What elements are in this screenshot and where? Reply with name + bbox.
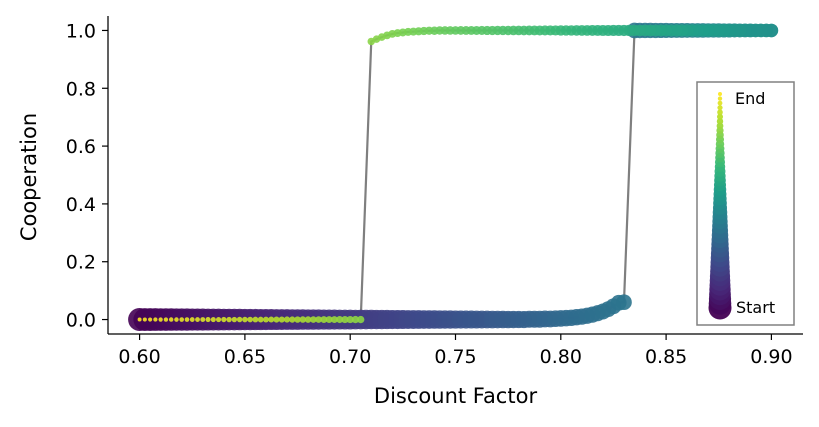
series-2-point (205, 317, 211, 323)
series-2-point (278, 316, 285, 323)
series-2-point (231, 316, 238, 323)
series-2-point (236, 316, 243, 323)
y-tick-label: 0.4 (66, 194, 96, 216)
legend-ramp-marker (717, 109, 723, 116)
legend-start-label: Start (736, 298, 775, 317)
series-2-point (341, 315, 349, 324)
y-tick-label: 1.0 (66, 20, 96, 42)
y-tick-label: 0.8 (66, 78, 96, 100)
series-2-point (315, 316, 322, 323)
series-2-point (221, 316, 227, 323)
series-2-point (195, 317, 200, 322)
legend-ramp (708, 92, 732, 320)
series-2-point (137, 317, 142, 322)
series-2-point (158, 317, 163, 322)
series-2-point (226, 316, 232, 323)
series-2-point (142, 317, 147, 322)
legend-end-label: End (735, 89, 765, 108)
series-2-point (210, 316, 216, 323)
series-2-point (189, 317, 195, 322)
series-2-point (252, 316, 259, 323)
data-marks (128, 22, 779, 332)
legend-ramp-marker (716, 113, 724, 120)
series-2-point (310, 316, 317, 323)
series-2-point (336, 316, 344, 324)
series-2-point (268, 316, 275, 323)
x-tick-label: 0.85 (645, 346, 687, 368)
series-2-point (184, 317, 190, 322)
series-2-point (247, 316, 253, 323)
x-ticks: 0.60 0.65 0.70 0.75 0.80 0.85 0.90 (118, 334, 793, 368)
series-2-point (242, 316, 248, 323)
series-2-point (163, 317, 169, 322)
series-2-point (330, 316, 338, 324)
series-2-point (215, 316, 222, 323)
y-ticks: 0.0 0.2 0.4 0.6 0.8 1.0 (66, 20, 108, 332)
y-tick-label: 0.6 (66, 136, 96, 158)
series-2-point (168, 317, 174, 322)
series-2-point (320, 316, 328, 323)
legend-ramp-marker (716, 118, 724, 125)
series-2-point (273, 316, 280, 323)
series-2-point (357, 315, 365, 324)
series-2-point (325, 316, 333, 323)
series-2-point (283, 316, 291, 323)
series-2-point (257, 316, 264, 323)
axes: 0.60 0.65 0.70 0.75 0.80 0.85 0.90 0.00.20.40.… (17, 16, 803, 408)
series-2-point (304, 316, 312, 323)
series-2-point (294, 316, 301, 323)
legend: End Start (696, 81, 795, 326)
series-1-point (616, 294, 632, 311)
legend-ramp-marker (717, 96, 723, 101)
series-2-connector (139, 29, 772, 321)
series-2-point (299, 316, 307, 323)
x-tick-label: 0.75 (434, 346, 476, 368)
series-2-point (179, 317, 185, 322)
x-axis-label: Discount Factor (374, 384, 538, 408)
series-2-point (262, 316, 269, 323)
x-tick-label: 0.80 (540, 346, 582, 368)
series-2-point (153, 317, 158, 322)
legend-ramp-marker (716, 122, 724, 130)
series-2-point (174, 317, 179, 322)
y-axis-label: Cooperation (17, 113, 41, 241)
x-tick-label: 0.90 (750, 346, 792, 368)
legend-ramp-marker (718, 92, 722, 96)
legend-ramp-marker (717, 100, 723, 106)
y-tick-label: 0.0 (66, 310, 96, 332)
x-tick-label: 0.60 (118, 346, 160, 368)
series-1-connector (139, 29, 772, 321)
series-2-point (351, 315, 360, 324)
series-2-point (148, 317, 153, 322)
legend-ramp-marker (717, 105, 723, 111)
series-2-point (200, 317, 206, 323)
x-tick-label: 0.70 (329, 346, 371, 368)
x-tick-label: 0.65 (224, 346, 266, 368)
series-2-point (367, 37, 375, 46)
y-tick-label: 0.2 (66, 252, 96, 274)
series-2-point (289, 316, 296, 323)
series-2-point (346, 315, 354, 324)
